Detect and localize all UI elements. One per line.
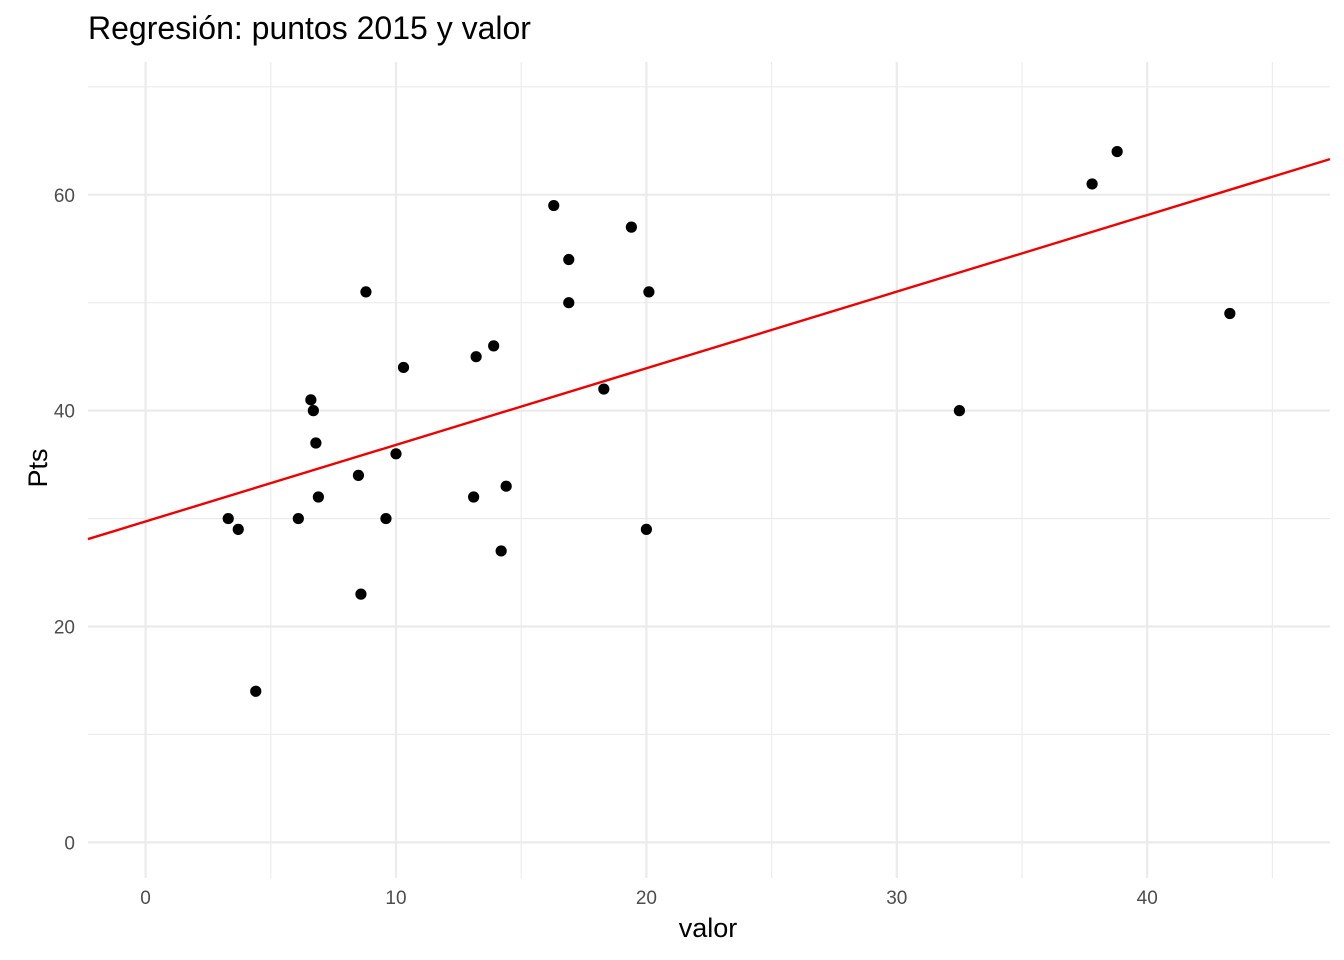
- data-point: [352, 469, 365, 481]
- data-point: [390, 448, 402, 460]
- data-point: [1111, 145, 1123, 158]
- data-point: [548, 199, 560, 212]
- x-tick-label: 0: [140, 888, 151, 909]
- x-axis-ticks: 0 10 20 30 40: [140, 888, 1157, 909]
- data-point: [563, 253, 575, 266]
- data-point: [640, 523, 652, 535]
- y-axis-title: Pts: [23, 448, 53, 488]
- data-point: [360, 286, 372, 298]
- grid-minor: [88, 62, 1330, 878]
- data-point: [312, 491, 324, 503]
- points-layer: [222, 145, 1236, 697]
- data-point: [468, 491, 480, 503]
- x-tick-label: 40: [1137, 888, 1158, 909]
- regression-line: [87, 157, 1331, 541]
- y-tick-label: 40: [54, 402, 75, 423]
- data-point: [500, 480, 512, 492]
- data-point: [222, 512, 234, 525]
- data-point: [495, 545, 507, 557]
- data-point: [1224, 307, 1236, 320]
- data-point: [470, 351, 482, 363]
- data-point: [232, 523, 244, 535]
- y-axis-ticks: 0 20 40 60: [54, 186, 75, 855]
- grid-major: [88, 62, 1330, 878]
- regression-layer: [87, 157, 1331, 541]
- x-tick-label: 10: [385, 888, 406, 909]
- data-point: [1086, 178, 1098, 190]
- chart-title: Regresión: puntos 2015 y valor: [88, 10, 531, 46]
- data-point: [563, 297, 575, 309]
- y-tick-label: 0: [64, 833, 75, 854]
- y-tick-label: 60: [54, 186, 75, 207]
- data-point: [310, 437, 322, 449]
- x-tick-label: 20: [636, 888, 657, 909]
- data-point: [643, 286, 655, 298]
- data-point: [250, 685, 262, 697]
- data-point: [307, 405, 319, 417]
- x-tick-label: 30: [886, 888, 907, 909]
- y-tick-label: 20: [54, 618, 75, 639]
- x-axis-title: valor: [678, 913, 738, 943]
- data-point: [488, 340, 500, 352]
- data-point: [598, 383, 610, 395]
- data-point: [292, 512, 304, 525]
- data-point: [380, 512, 392, 525]
- data-point: [305, 394, 317, 406]
- data-point: [355, 588, 367, 600]
- data-point: [953, 405, 966, 417]
- data-point: [397, 361, 410, 374]
- data-point: [625, 221, 637, 233]
